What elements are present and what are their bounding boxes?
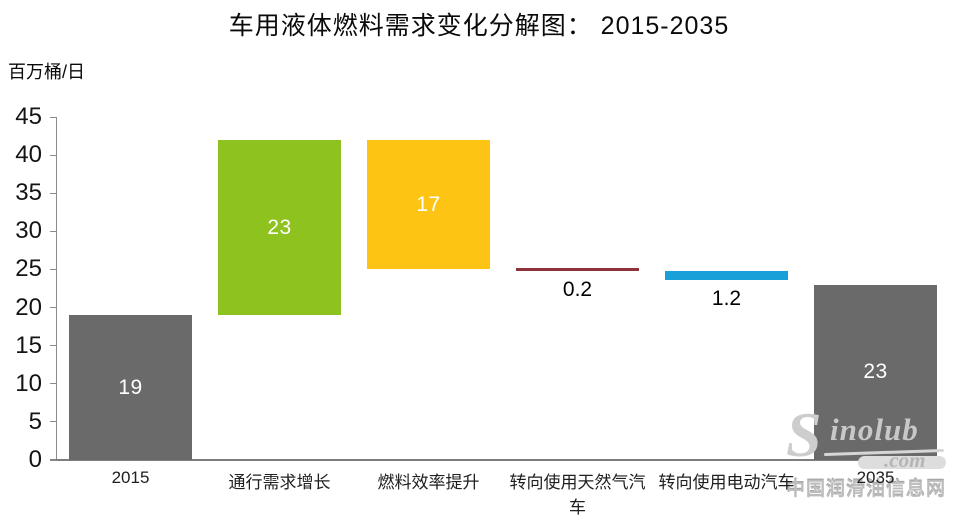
bar-slots: 19 23 17 0.2 1.2 23 xyxy=(56,117,950,460)
x-axis-line xyxy=(50,459,942,461)
category-label: 转向使用电动汽车 xyxy=(658,473,795,492)
chart-title: 车用液体燃料需求变化分解图： 2015-2035 xyxy=(228,12,730,40)
y-axis-tick xyxy=(50,116,56,118)
bar-value-label: 1.2 xyxy=(711,287,742,311)
bar-value-label: 23 xyxy=(863,360,888,384)
waterfall-slot: 0.2 xyxy=(503,117,652,460)
y-axis-tick-label: 40 xyxy=(15,141,42,169)
watermark-site-name: 中国润滑油信息网 xyxy=(786,479,947,500)
y-axis-tick xyxy=(50,307,56,309)
y-axis-tick xyxy=(50,421,56,423)
y-axis-tick-label: 15 xyxy=(15,331,42,359)
y-axis-tick xyxy=(50,230,56,232)
y-axis-tick-label: 5 xyxy=(28,407,42,435)
waterfall-slot: 23 xyxy=(801,117,950,460)
waterfall-slot: 17 xyxy=(354,117,503,460)
y-axis-tick-label: 30 xyxy=(15,217,42,245)
waterfall-slot: 23 xyxy=(205,117,354,460)
watermark-logo-text: inolub xyxy=(830,412,919,447)
y-axis-tick xyxy=(50,345,56,347)
category-axis-labels: 2015 通行需求增长 燃料效率提升 转向使用天然气汽车 转向使用电动汽车 2035 xyxy=(56,468,950,518)
bar-value-label: 19 xyxy=(118,375,143,399)
y-axis-tick-label: 45 xyxy=(15,103,42,130)
y-axis-tick xyxy=(50,268,56,270)
waterfall-bar xyxy=(665,270,788,281)
y-axis-tick-label: 25 xyxy=(15,255,42,283)
waterfall-bar: 23 xyxy=(218,139,341,316)
y-axis-tick-label: 20 xyxy=(15,293,42,321)
category-label: 2015 xyxy=(111,468,150,487)
category-label: 燃料效率提升 xyxy=(377,473,480,492)
y-axis-tick-label: 10 xyxy=(15,369,42,397)
bar-value-label: 17 xyxy=(416,192,441,216)
y-axis-tick xyxy=(50,154,56,156)
category-label: 转向使用天然气汽车 xyxy=(509,473,646,517)
watermark-pill xyxy=(858,456,946,469)
waterfall-bar: 19 xyxy=(69,315,192,460)
plot-area: 19 23 17 0.2 1.2 23 0 5 10 15 20 25 30 35 40 45 xyxy=(15,105,950,472)
watermark-domain: .com xyxy=(884,448,926,472)
watermark-logo: S inolub .com 中国润滑油信息网 xyxy=(786,399,956,506)
bar-value-label: 0.2 xyxy=(562,277,593,301)
bar-value-label: 23 xyxy=(267,215,292,239)
y-axis-tick xyxy=(50,192,56,194)
y-axis-line xyxy=(56,117,57,460)
waterfall-bar xyxy=(516,267,639,271)
y-axis-tick-label: 35 xyxy=(15,179,42,207)
y-axis-tick-label: 0 xyxy=(28,446,42,473)
y-axis-tick xyxy=(50,383,56,385)
watermark-logo-initial: S xyxy=(786,399,822,470)
waterfall-slot: 1.2 xyxy=(652,117,801,460)
category-label: 通行需求增长 xyxy=(228,473,331,492)
y-axis-unit-label: 百万桶/日 xyxy=(8,62,86,82)
waterfall-slot: 19 xyxy=(56,117,205,460)
category-label: 2035 xyxy=(856,468,895,487)
waterfall-bar: 17 xyxy=(367,139,490,270)
y-axis-tick xyxy=(50,459,56,461)
waterfall-bar: 23 xyxy=(814,284,937,460)
